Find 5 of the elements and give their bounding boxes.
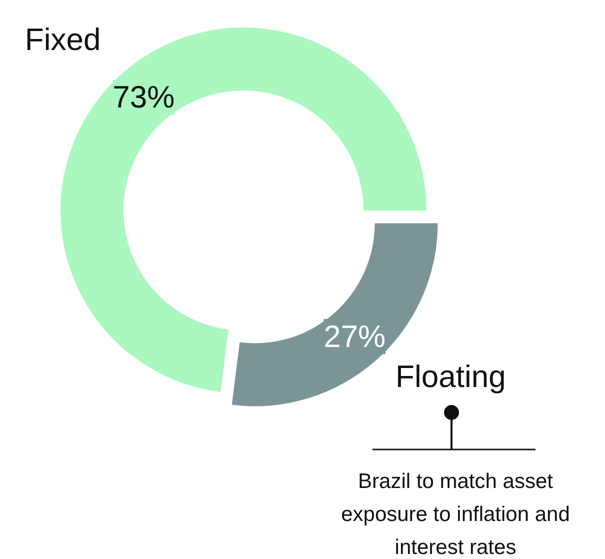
data-label: 27% [324, 319, 386, 354]
text: Brazil to match asset exposure to inflation and interest rates [341, 470, 570, 559]
data-label: 73% [112, 80, 175, 115]
slice-label: Fixed [24, 22, 101, 57]
slice-label: Floating [396, 358, 506, 394]
